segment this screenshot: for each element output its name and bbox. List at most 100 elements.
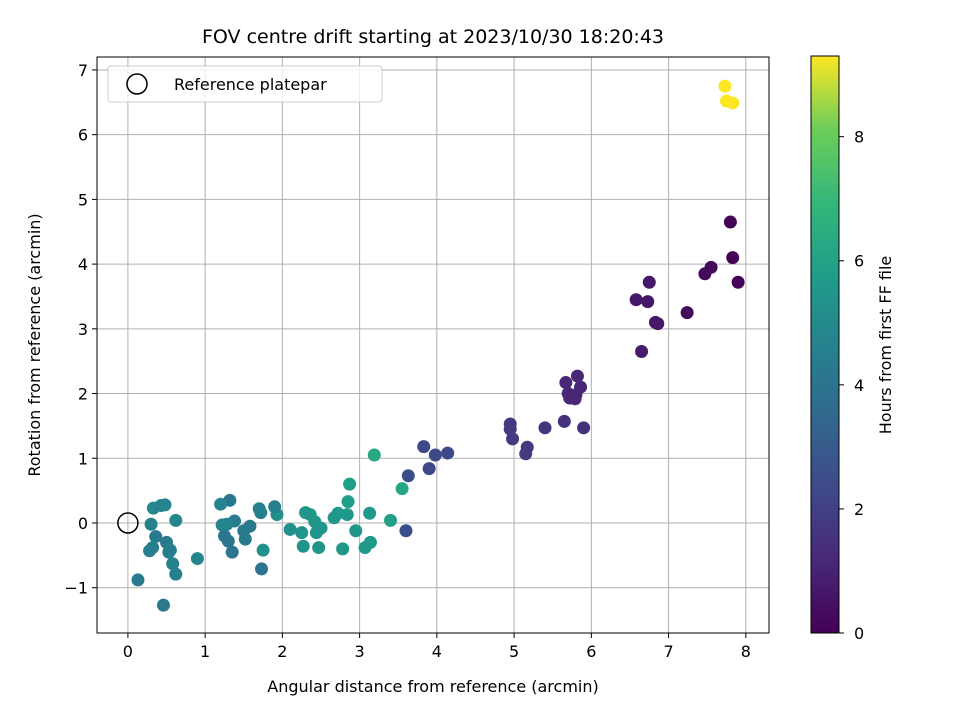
x-tick-label: 0 [123,642,133,661]
data-point [399,524,413,538]
x-tick-label: 7 [663,642,673,661]
data-point [441,446,455,460]
data-point [131,573,145,587]
legend: Reference platepar [107,65,383,103]
data-point [723,215,737,229]
data-point [221,534,235,548]
data-point [428,448,442,462]
data-point [146,541,160,555]
data-point [363,506,377,520]
data-point [156,598,170,612]
x-tick-label: 5 [509,642,519,661]
data-point [367,448,381,462]
data-point [312,541,326,555]
x-tick-label: 1 [200,642,210,661]
data-point [349,524,363,538]
data-point [395,482,409,496]
data-point [651,317,665,331]
data-point [340,508,354,522]
data-point [401,469,415,483]
y-tick-label: 7 [78,61,88,80]
plot-frame [96,56,770,634]
data-point [577,421,591,435]
colorbar-label: Hours from first FF file [876,256,895,435]
data-point [190,552,204,566]
y-tick-label: 3 [78,320,88,339]
data-point [327,511,341,525]
colorbar-tick-label: 6 [854,252,864,271]
x-tick-label: 2 [277,642,287,661]
data-point [557,414,571,428]
data-point [726,96,740,110]
data-point [417,440,431,454]
data-point [283,522,297,536]
x-tick-label: 8 [741,642,751,661]
data-point [629,293,643,307]
data-point [641,295,655,309]
data-point [254,506,268,520]
data-point [144,517,158,531]
data-point [341,495,355,509]
y-tick-label: 1 [78,449,88,468]
data-point [158,498,172,512]
y-axis-label: Rotation from reference (arcmin) [25,213,44,476]
data-point [422,462,436,476]
data-point [698,267,712,281]
data-point [718,79,732,93]
reference-platepar-marker [117,512,139,534]
data-point [538,421,552,435]
data-point [166,557,180,571]
data-point [268,500,282,514]
data-point [568,392,582,406]
colorbar-tick-label: 0 [854,624,864,643]
data-point [642,275,656,289]
data-point [384,513,398,527]
data-point [225,545,239,559]
colorbar [810,55,840,634]
legend-marker-reference [126,73,148,95]
data-point [506,432,520,446]
data-point [519,447,533,461]
data-point [358,541,372,555]
x-tick-label: 3 [355,642,365,661]
data-point [570,369,584,383]
y-tick-label: −1 [64,579,88,598]
data-point [255,562,269,576]
y-axis-ticks: −1 0 1 2 3 4 5 6 7 [64,61,97,598]
colorbar-tick-label: 8 [854,128,864,147]
x-tick-label: 4 [432,642,442,661]
data-point [680,306,694,320]
x-tick-label: 6 [586,642,596,661]
y-tick-label: 2 [78,385,88,404]
data-point [309,526,323,540]
x-axis-label: Angular distance from reference (arcmin) [267,677,598,696]
x-axis-ticks: 0 1 2 3 4 5 6 7 8 [123,633,751,661]
y-tick-label: 0 [78,514,88,533]
colorbar-ticks: 0 2 4 6 8 [839,128,864,643]
data-point [162,545,176,559]
data-point [295,526,309,540]
y-tick-label: 4 [78,255,88,274]
chart-title: FOV centre drift starting at 2023/10/30 … [202,26,664,48]
reference-marker-layer [117,512,139,534]
data-point [503,422,517,436]
legend-box [107,65,383,103]
data-point [343,477,357,491]
plot-area [97,57,769,633]
colorbar-tick-label: 4 [854,376,864,395]
y-tick-label: 5 [78,190,88,209]
data-point [256,543,270,557]
data-point [726,251,740,265]
data-point [559,376,573,390]
data-point [214,497,228,511]
data-point [296,539,310,553]
data-point [220,517,234,531]
data-point [169,513,183,527]
data-point [238,532,252,546]
data-point [635,344,649,358]
data-point [731,275,745,289]
colorbar-tick-label: 2 [854,500,864,519]
y-tick-label: 6 [78,126,88,145]
data-point [149,530,163,544]
data-point [336,542,350,556]
